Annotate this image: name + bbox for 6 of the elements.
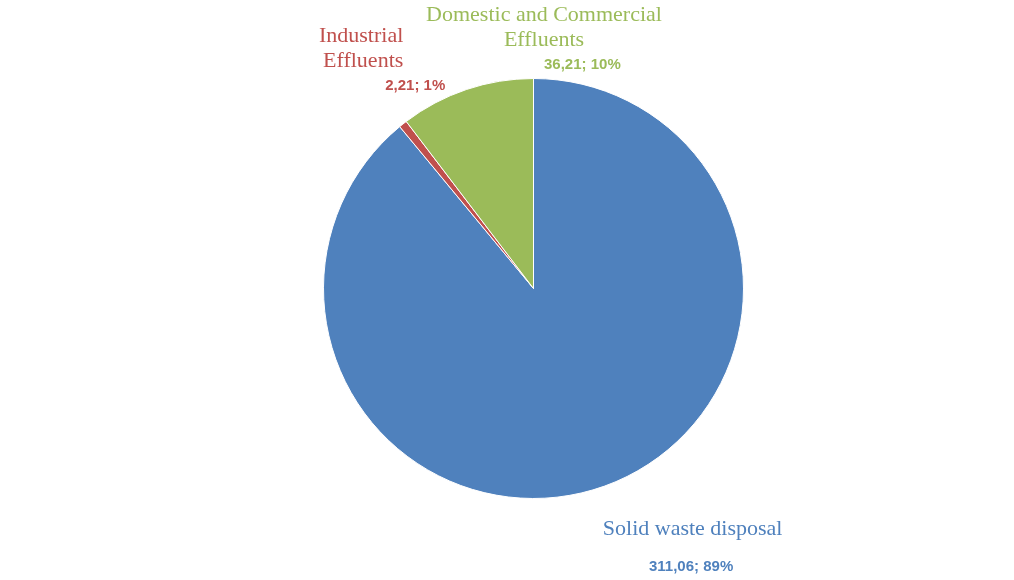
slice-label: Solid waste disposal (602, 515, 783, 541)
data-label: 36,21; 10% (544, 55, 621, 73)
slice-label: Industrial Effluents (318, 21, 404, 73)
data-label: 311,06; 89% (649, 557, 734, 575)
slice-label: Domestic and Commercial Effluents (426, 0, 662, 52)
data-label: 2,21; 1% (385, 76, 446, 94)
